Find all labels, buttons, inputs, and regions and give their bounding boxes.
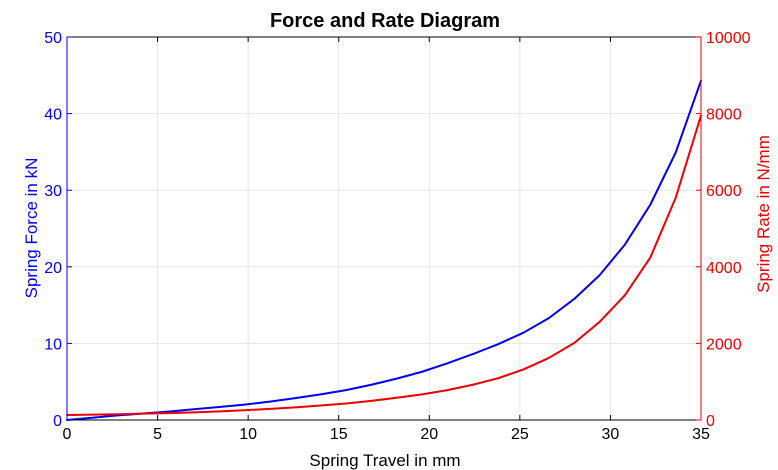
series-layer [66,79,702,421]
y-right-tick-label: 4000 [706,260,742,277]
y-right-tick-label: 2000 [706,336,742,353]
x-tick-label: 10 [239,426,257,443]
y-right-tick-label: 10000 [706,30,751,47]
spring-force-line [66,79,702,421]
x-axis-label: Spring Travel in mm [309,451,460,470]
y-left-tick-label: 30 [44,183,62,200]
x-tick-label: 5 [153,426,162,443]
x-tick-label: 0 [63,426,72,443]
x-tick-label: 35 [692,426,710,443]
y-left-tick-label: 0 [53,413,62,430]
x-tick-label: 15 [330,426,348,443]
y-left-tick-label: 20 [44,260,62,277]
y-axis-right-label: Spring Rate in N/mm [754,135,773,293]
x-tick-label: 30 [602,426,620,443]
x-tick-label: 20 [420,426,438,443]
plot-frame [66,36,702,421]
grid [67,37,701,420]
spring-rate-line [66,114,702,417]
y-left-tick-label: 50 [44,30,62,47]
x-tick-label: 25 [511,426,529,443]
y-left-tick-label: 10 [44,336,62,353]
chart-title: Force and Rate Diagram [270,10,500,32]
y-right-tick-label: 0 [706,413,715,430]
y-right-tick-label: 8000 [706,107,742,124]
y-left-tick-label: 40 [44,107,62,124]
y-right-tick-label: 6000 [706,183,742,200]
y-axis-left-label: Spring Force in kN [22,158,41,299]
ticks: 0 5 10 15 20 25 30 3501020304050020004000600080… [44,30,750,443]
